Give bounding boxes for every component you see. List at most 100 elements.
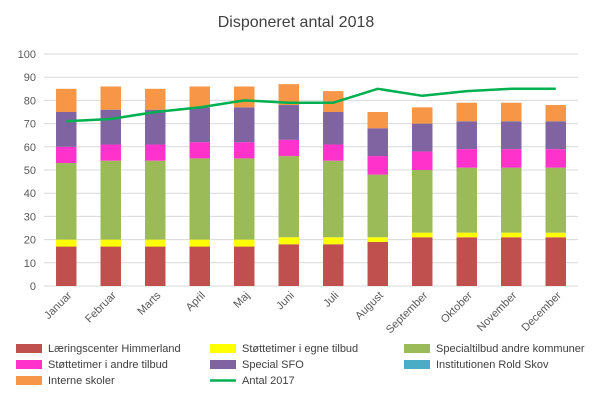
bars [56, 84, 566, 286]
bar-segment-0 [412, 237, 433, 286]
legend-label: Støttetimer i egne tilbud [242, 343, 358, 355]
legend-swatch [404, 344, 430, 353]
bar-segment-6 [100, 86, 121, 110]
bar-segment-0 [367, 241, 388, 286]
y-tick-label: 70 [24, 119, 36, 131]
legend: Læringscenter Himmerland Støttetimer i eg… [16, 343, 585, 387]
x-tick-label: Marts [135, 289, 163, 317]
bar-segment-6 [545, 105, 566, 122]
bar-segment-2 [234, 158, 255, 240]
bar-segment-6 [456, 102, 477, 122]
bar-segment-2 [145, 160, 166, 240]
legend-item: Interne skoler [16, 375, 115, 387]
bar-segment-2 [501, 167, 522, 233]
bar-segment-1 [545, 232, 566, 238]
y-tick-label: 0 [30, 281, 36, 293]
legend-swatch [16, 344, 42, 353]
bar-segment-3 [100, 144, 121, 161]
bar-segment-6 [412, 107, 433, 124]
x-tick-label: November [475, 289, 520, 334]
bar-segment-2 [56, 163, 77, 240]
legend-item: Special SFO [210, 359, 304, 371]
bar-segment-3 [545, 149, 566, 168]
bar-segment-6 [367, 112, 388, 129]
y-tick-label: 30 [24, 211, 36, 223]
legend-label: Støttetimer i andre tilbud [48, 359, 168, 371]
legend-item: Institutionen Rold Skov [404, 359, 549, 371]
bar-segment-2 [323, 160, 344, 238]
x-tick-label: Februar [83, 289, 119, 325]
bar-segment-1 [234, 239, 255, 247]
y-tick-label: 80 [24, 95, 36, 107]
line-antal-2017 [66, 87, 556, 123]
x-tick-label: December [520, 289, 565, 334]
bar-segment-3 [56, 146, 77, 164]
legend-item: Læringscenter Himmerland [16, 343, 181, 355]
bar-segment-3 [234, 142, 255, 159]
legend-label: Institutionen Rold Skov [436, 359, 549, 371]
bar-segment-4 [323, 112, 344, 145]
x-tick-label: Januar [42, 289, 75, 322]
legend-label: Læringscenter Himmerland [48, 343, 181, 355]
x-axis: Januar Februar Marts April Maj Juni Juli August… [42, 289, 564, 336]
bar-segment-2 [278, 156, 299, 238]
legend-swatch [210, 344, 236, 353]
bar-segment-1 [189, 239, 210, 247]
y-tick-label: 10 [24, 258, 36, 270]
bar-segment-4 [545, 121, 566, 150]
bar-segment-4 [100, 109, 121, 145]
y-axis: 0 10 20 30 40 50 60 70 80 90 100 [18, 49, 36, 293]
bar-segment-4 [234, 107, 255, 143]
bar-segment-4 [456, 121, 477, 150]
bar-segment-0 [145, 246, 166, 286]
bar-segment-3 [412, 151, 433, 170]
bar-segment-0 [501, 237, 522, 286]
bar-segment-3 [501, 149, 522, 168]
bar-segment-3 [323, 144, 344, 161]
legend-label: Interne skoler [48, 375, 115, 387]
bar-segment-0 [189, 246, 210, 286]
bar-segment-3 [367, 156, 388, 175]
legend-item: Støttetimer i egne tilbud [210, 343, 358, 355]
bar-segment-0 [278, 244, 299, 286]
bar-segment-4 [278, 105, 299, 140]
legend-swatch [16, 360, 42, 369]
bar-segment-1 [367, 237, 388, 242]
bar-segment-1 [501, 232, 522, 238]
legend-item: Specialtilbud andre kommuner [404, 343, 585, 355]
bar-segment-2 [189, 158, 210, 240]
bar-segment-3 [456, 149, 477, 168]
bar-segment-1 [412, 232, 433, 238]
bar-segment-4 [501, 121, 522, 150]
bar-segment-3 [145, 144, 166, 161]
bar-segment-3 [189, 142, 210, 159]
bar-segment-1 [100, 239, 121, 247]
bar-segment-4 [145, 109, 166, 145]
bar-segment-1 [145, 239, 166, 247]
bar-segment-6 [145, 88, 166, 110]
bar-segment-1 [456, 232, 477, 238]
legend-label: Special SFO [242, 359, 304, 371]
y-tick-label: 60 [24, 142, 36, 154]
bar-segment-0 [234, 246, 255, 286]
grid [44, 53, 578, 287]
legend-label: Specialtilbud andre kommuner [436, 343, 585, 355]
x-tick-label: Juni [274, 290, 297, 313]
bar-segment-4 [56, 112, 77, 147]
x-tick-label: September [384, 289, 431, 336]
bar-segment-0 [100, 246, 121, 286]
x-tick-label: Oktober [439, 289, 475, 325]
legend-swatch [210, 360, 236, 369]
bar-segment-1 [323, 237, 344, 245]
legend-item: Støttetimer i andre tilbud [16, 359, 168, 371]
y-tick-label: 90 [24, 72, 36, 84]
bar-segment-6 [234, 86, 255, 108]
x-tick-label: August [353, 290, 386, 323]
y-tick-label: 40 [24, 188, 36, 200]
bar-segment-3 [278, 139, 299, 157]
bar-segment-1 [56, 239, 77, 247]
x-tick-label: Maj [231, 290, 252, 311]
bar-segment-0 [56, 246, 77, 286]
bar-segment-1 [278, 237, 299, 245]
